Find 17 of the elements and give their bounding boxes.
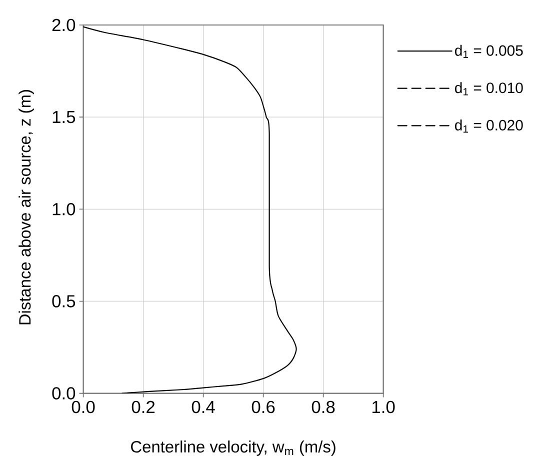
- x-tick-label: 0.4: [192, 400, 215, 414]
- legend-label: d$_{1}$ = 0.005: [455, 44, 523, 58]
- y-tick-label: 1.5: [52, 110, 76, 124]
- x-tick-label: 0.2: [132, 400, 155, 414]
- x-tick-label: 0.0: [72, 400, 95, 414]
- legend-label: d$_{1}$ = 0.010: [455, 82, 523, 96]
- x-axis-title: Centerline velocity, w$_{m}$ (m/s): [131, 440, 336, 456]
- y-tick-label: 0.5: [52, 295, 76, 308]
- x-tick-label: 0.8: [312, 400, 335, 414]
- y-axis-title: Distance above air source, z (m): [18, 90, 34, 324]
- x-tick-label: 0.6: [252, 400, 275, 414]
- y-tick-label: 0.0: [52, 387, 76, 400]
- line-series: [83, 26, 297, 394]
- legend-label: d$_{1}$ = 0.020: [455, 119, 523, 133]
- y-tick-label: 1.0: [52, 202, 76, 216]
- x-tick-label: 1.0: [372, 400, 395, 414]
- y-tick-label: 2.0: [52, 18, 76, 32]
